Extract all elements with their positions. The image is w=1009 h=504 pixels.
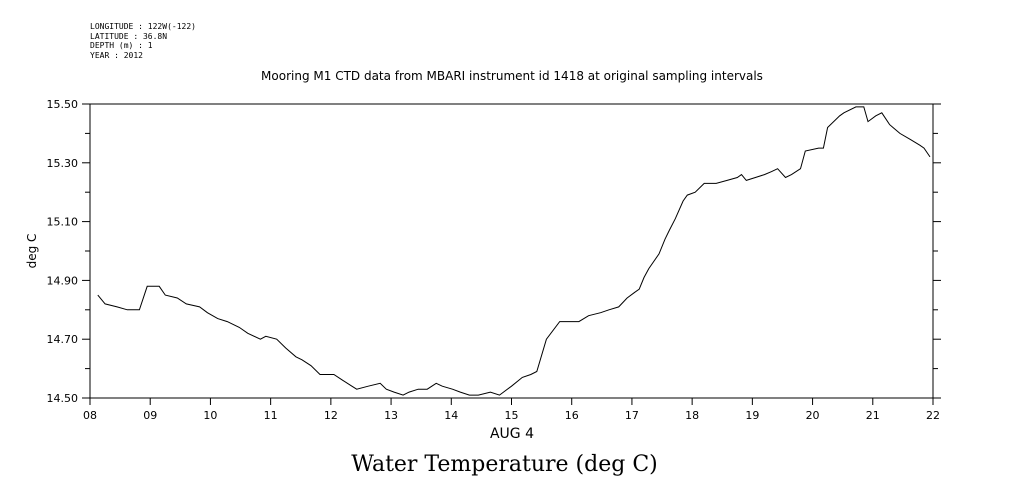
x-tick-label: 20: [806, 409, 820, 422]
x-tick-label: 10: [203, 409, 217, 422]
x-tick-label: 15: [505, 409, 519, 422]
y-tick-label: 14.70: [47, 333, 79, 346]
figure-title: Water Temperature (deg C): [351, 452, 658, 477]
x-tick-label: 21: [866, 409, 880, 422]
y-tick-label: 15.50: [47, 98, 79, 111]
x-tick-label: 18: [685, 409, 699, 422]
y-tick-label: 15.30: [47, 157, 79, 170]
y-tick-label: 14.50: [47, 392, 79, 405]
x-tick-label: 08: [83, 409, 97, 422]
y-axis: 14.50 14.70 14.90 15.10 15.30 15.50: [47, 98, 941, 405]
x-tick-label: 13: [384, 409, 398, 422]
metadata-year: YEAR : 2012: [90, 50, 143, 60]
x-tick-label: 14: [444, 409, 458, 422]
x-tick-label: 09: [143, 409, 157, 422]
plot-frame: [89, 103, 934, 399]
x-tick-label: 11: [264, 409, 278, 422]
metadata-block: LONGITUDE : 122W(-122) LATITUDE : 36.8N …: [90, 22, 196, 60]
x-tick-label: 19: [745, 409, 759, 422]
x-tick-label: 17: [625, 409, 639, 422]
y-tick-label: 15.10: [47, 216, 79, 229]
y-axis-label: deg C: [25, 234, 39, 269]
temperature-line: [97, 106, 931, 396]
x-tick-label: 16: [565, 409, 579, 422]
x-tick-label: 22: [926, 409, 940, 422]
metadata-longitude: LONGITUDE : 122W(-122): [90, 22, 196, 31]
metadata-latitude: LATITUDE : 36.8N: [90, 31, 168, 41]
y-tick-label: 14.90: [47, 274, 79, 287]
x-axis: 08 09 10 11 12 13 14 15 16 17 18 19 20 21 22: [83, 398, 940, 422]
x-tick-label: 12: [324, 409, 338, 422]
metadata-depth: DEPTH (m) : 1: [90, 41, 153, 50]
chart-title: Mooring M1 CTD data from MBARI instrumen…: [261, 69, 763, 83]
x-axis-label: AUG 4: [490, 426, 534, 442]
